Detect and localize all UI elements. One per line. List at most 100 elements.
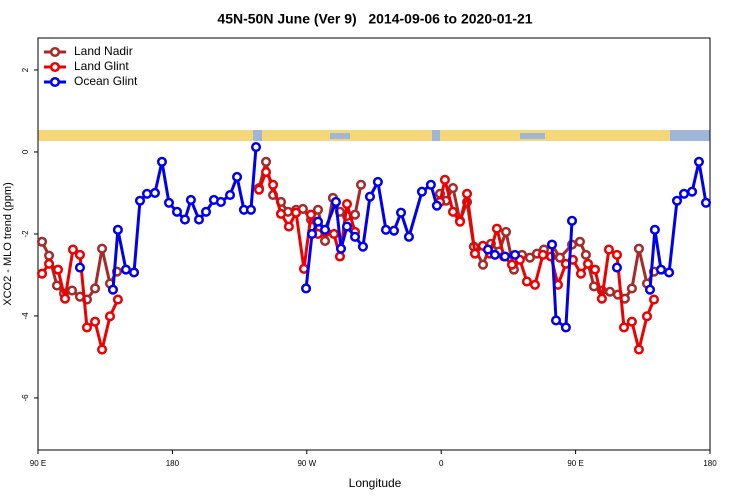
y-tick-label: -4 (21, 312, 30, 320)
data-point (163, 197, 175, 208)
y-tick-label: 0 (21, 149, 30, 154)
data-point (112, 224, 123, 235)
data-point (403, 231, 414, 242)
data-point (357, 241, 368, 252)
data-point (245, 204, 256, 215)
data-point (641, 311, 653, 322)
data-point (687, 186, 698, 197)
y-tick-label: 2 (21, 67, 30, 72)
data-point (107, 284, 119, 295)
x-tick-label: 180 (166, 459, 180, 468)
data-point (566, 215, 578, 226)
map-strip (38, 130, 710, 141)
data-point (649, 224, 660, 235)
data-point (524, 252, 535, 263)
data-point (193, 214, 205, 225)
data-point (633, 243, 644, 254)
data-point (611, 249, 623, 260)
data-point (232, 171, 243, 183)
data-point (380, 224, 391, 235)
data-point (253, 184, 265, 195)
data-point (97, 243, 108, 254)
data-point (341, 221, 353, 232)
data-point (560, 322, 571, 333)
data-point (104, 311, 116, 322)
data-point (648, 294, 660, 305)
data-point (633, 344, 644, 355)
data-point (171, 206, 183, 217)
data-point (461, 188, 473, 199)
land-strip (38, 130, 253, 141)
data-point (185, 194, 196, 205)
data-point (469, 248, 480, 259)
data-point (482, 244, 493, 255)
y-tick-label: -2 (21, 230, 30, 238)
legend-marker (49, 61, 61, 73)
data-point (372, 176, 383, 187)
data-point (89, 283, 101, 294)
data-point (537, 249, 548, 260)
data-point (268, 179, 279, 190)
data-point (290, 207, 302, 218)
data-point (128, 267, 140, 278)
data-point (506, 259, 518, 270)
data-point (250, 141, 262, 153)
data-point (529, 279, 541, 290)
data-point (44, 258, 55, 269)
y-axis-label: XCO2 - MLO trend (ppm) (2, 182, 14, 305)
data-point (341, 198, 353, 210)
legend-label: Ocean Glint (74, 74, 138, 88)
data-point (275, 208, 287, 219)
data-point (644, 284, 656, 295)
x-tick-label: 90 W (297, 459, 316, 468)
data-point (546, 239, 558, 250)
data-point (156, 156, 167, 167)
data-point (301, 283, 312, 294)
ocean-strip (520, 133, 545, 139)
data-point (575, 268, 587, 279)
data-point (200, 206, 212, 217)
data-point (349, 231, 361, 242)
data-point (439, 174, 450, 185)
x-tick-label: 180 (703, 459, 717, 468)
data-point (626, 283, 637, 294)
legend-label: Land Glint (74, 59, 129, 73)
data-point (305, 209, 317, 220)
data-point (500, 226, 512, 237)
data-point (283, 221, 294, 232)
data-point (395, 207, 407, 218)
data-point (550, 315, 562, 326)
data-point (388, 225, 400, 236)
data-point (489, 249, 501, 260)
data-point (447, 206, 459, 217)
legend-label: Land Nadir (74, 44, 133, 58)
x-axis-label: Longitude (349, 476, 402, 490)
data-point (36, 236, 48, 247)
data-point (215, 196, 226, 208)
data-point (52, 264, 64, 275)
data-point (416, 186, 427, 197)
data-point (81, 322, 93, 333)
data-point (582, 258, 594, 269)
data-point (618, 322, 630, 333)
ocean-strip (330, 133, 350, 139)
legend-marker (49, 76, 61, 88)
data-point (454, 216, 466, 227)
data-point (319, 224, 331, 235)
data-point (134, 195, 146, 206)
data-point (74, 262, 86, 273)
data-point (574, 236, 585, 247)
data-point (36, 268, 48, 279)
data-point (312, 204, 324, 215)
data-point (588, 281, 600, 292)
data-point (120, 264, 132, 275)
data-point (312, 216, 324, 227)
data-point (334, 251, 346, 262)
data-point (335, 243, 347, 254)
data-point (319, 235, 331, 246)
data-point (51, 280, 63, 291)
y-tick-label: -6 (21, 394, 30, 402)
data-point (74, 249, 86, 260)
